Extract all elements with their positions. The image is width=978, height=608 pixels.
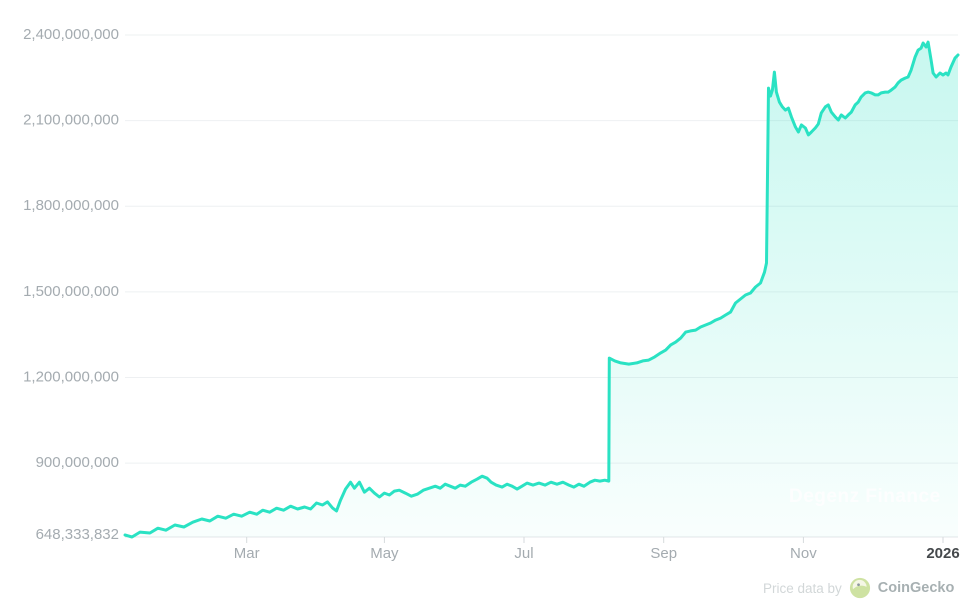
x-axis-label: Nov [790, 545, 817, 562]
y-axis-label: 2,100,000,000 [23, 112, 119, 129]
y-axis-label: 900,000,000 [36, 454, 119, 471]
y-axis-min-label: 648,333,832 [36, 526, 119, 543]
watermark-text: Degenz Finance [789, 486, 941, 507]
price-line [123, 40, 960, 539]
y-axis-label: 1,200,000,000 [23, 368, 119, 385]
coingecko-logo-icon[interactable] [849, 577, 871, 599]
area-fill [125, 42, 958, 537]
x-axis-label: Sep [650, 545, 677, 562]
y-axis-label: 2,400,000,000 [23, 26, 119, 43]
x-axis-label: 2026 [926, 545, 959, 562]
x-axis-label: May [370, 545, 399, 562]
attribution: Price data by CoinGecko [763, 576, 954, 600]
attribution-text: Price data by [763, 580, 842, 596]
attribution-brand[interactable]: CoinGecko [877, 580, 955, 596]
y-axis-label: 1,500,000,000 [23, 283, 119, 300]
x-axis-label: Mar [234, 545, 260, 562]
y-axis-label: 1,800,000,000 [23, 197, 119, 214]
x-axis-label: Jul [514, 545, 533, 562]
